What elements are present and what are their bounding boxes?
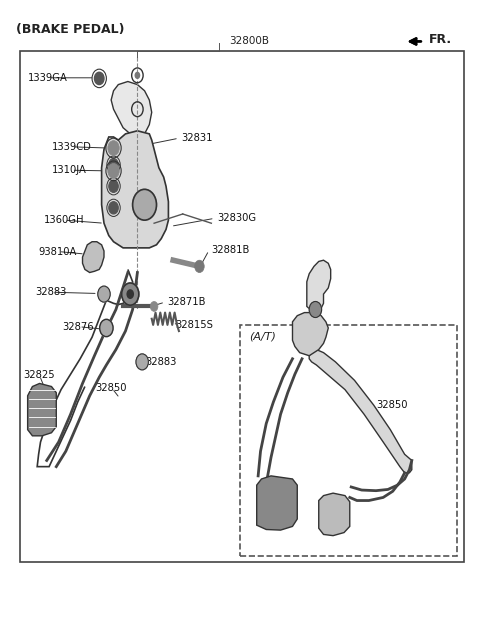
Circle shape bbox=[309, 301, 322, 318]
Circle shape bbox=[100, 319, 113, 337]
FancyBboxPatch shape bbox=[21, 51, 464, 562]
Text: 32883: 32883 bbox=[36, 287, 67, 297]
Polygon shape bbox=[257, 476, 297, 530]
Text: 32831: 32831 bbox=[181, 133, 213, 143]
Text: 32825: 32825 bbox=[257, 482, 288, 492]
Text: 32815S: 32815S bbox=[175, 320, 213, 330]
Text: 1339GA: 1339GA bbox=[28, 73, 68, 83]
Text: 32876: 32876 bbox=[62, 322, 94, 332]
Circle shape bbox=[134, 72, 140, 79]
Circle shape bbox=[109, 158, 118, 171]
Polygon shape bbox=[309, 350, 412, 473]
Text: (BRAKE PEDAL): (BRAKE PEDAL) bbox=[16, 23, 124, 36]
Circle shape bbox=[121, 283, 139, 305]
Circle shape bbox=[109, 180, 118, 193]
Text: 32830G: 32830G bbox=[217, 214, 256, 223]
Text: 32800B: 32800B bbox=[229, 37, 270, 46]
Text: 1360GH: 1360GH bbox=[44, 215, 85, 225]
Text: 1339CD: 1339CD bbox=[51, 142, 91, 152]
Polygon shape bbox=[307, 260, 331, 311]
Text: 32883: 32883 bbox=[145, 357, 177, 367]
Polygon shape bbox=[102, 131, 168, 248]
Circle shape bbox=[108, 141, 119, 155]
Text: 1310JA: 1310JA bbox=[51, 165, 86, 175]
Polygon shape bbox=[319, 493, 350, 535]
Circle shape bbox=[132, 189, 156, 220]
Polygon shape bbox=[111, 82, 152, 137]
Circle shape bbox=[109, 202, 118, 214]
Circle shape bbox=[98, 286, 110, 302]
Text: FR.: FR. bbox=[429, 33, 452, 46]
Text: 32881B: 32881B bbox=[211, 245, 250, 256]
Circle shape bbox=[95, 72, 104, 85]
Text: (A/T): (A/T) bbox=[250, 331, 276, 341]
Text: 32850: 32850 bbox=[376, 400, 408, 410]
Circle shape bbox=[126, 289, 134, 299]
Text: 93810A: 93810A bbox=[38, 246, 77, 256]
Circle shape bbox=[108, 163, 119, 178]
FancyBboxPatch shape bbox=[240, 325, 457, 556]
Circle shape bbox=[136, 354, 148, 370]
Circle shape bbox=[195, 260, 204, 272]
Text: 32871B: 32871B bbox=[168, 297, 206, 307]
Polygon shape bbox=[28, 383, 56, 436]
Text: 32825: 32825 bbox=[23, 370, 55, 381]
Text: 32850: 32850 bbox=[96, 383, 127, 394]
Polygon shape bbox=[83, 241, 104, 272]
Circle shape bbox=[150, 301, 158, 311]
Polygon shape bbox=[292, 313, 328, 356]
